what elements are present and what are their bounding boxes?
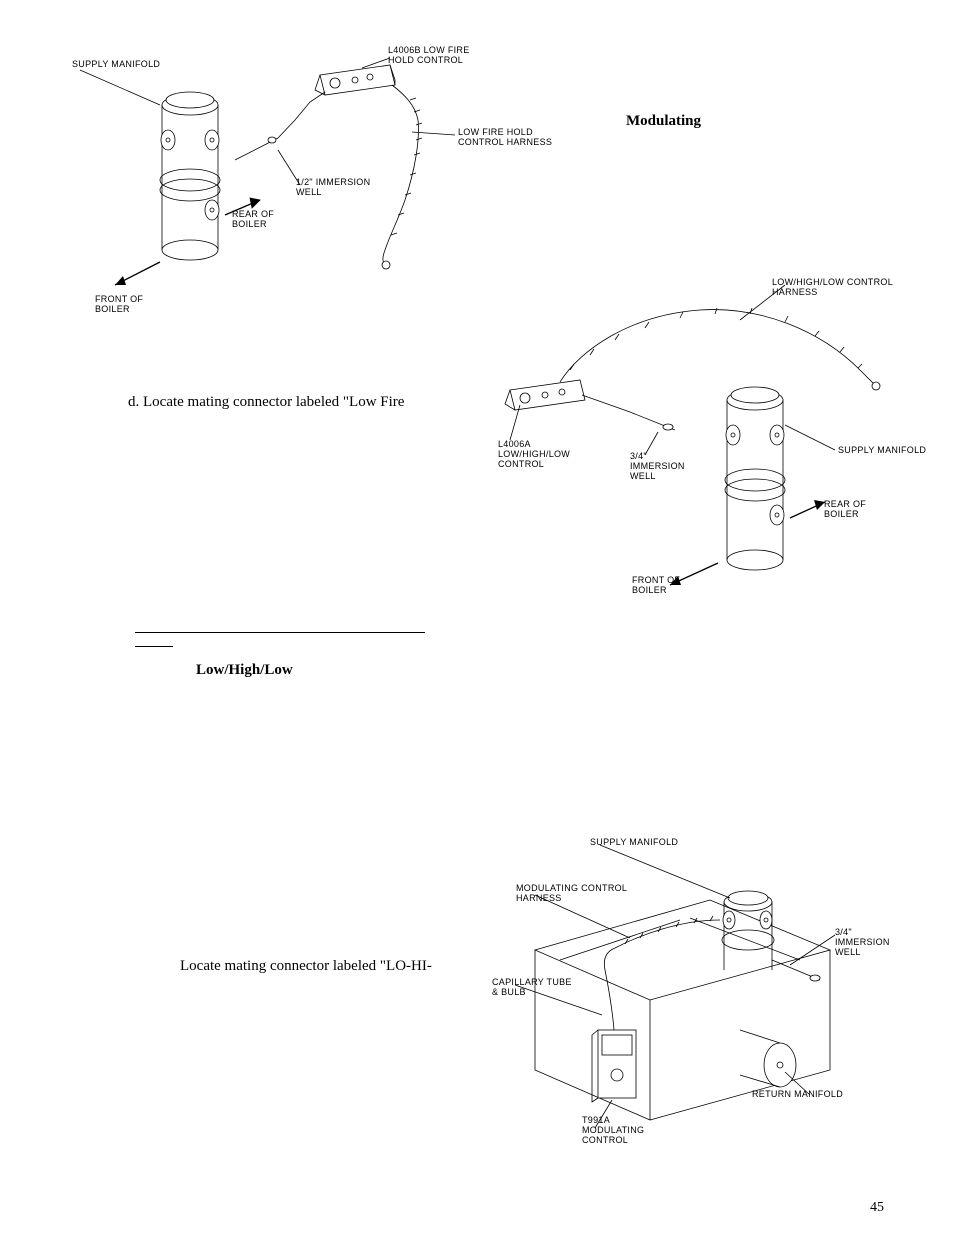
fig32-label-t991a: T991A MODULATING CONTROL bbox=[582, 1116, 644, 1146]
heading-modulating: Modulating bbox=[626, 113, 701, 130]
page-number: 45 bbox=[870, 1200, 884, 1216]
text-lo-hi: Locate mating connector labeled "LO-HI- bbox=[180, 958, 432, 975]
fig31-label-harness: LOW/HIGH/LOW CONTROL HARNESS bbox=[772, 278, 893, 298]
divider-1 bbox=[135, 632, 425, 633]
fig31-label-front: FRONT OF BOILER bbox=[632, 576, 680, 596]
fig32-label-return: RETURN MANIFOLD bbox=[752, 1090, 843, 1100]
figure-32-svg bbox=[480, 820, 900, 1180]
heading-low-high-low: Low/High/Low bbox=[196, 662, 293, 679]
fig31-label-rear: REAR OF BOILER bbox=[824, 500, 866, 520]
fig32-label-supply: SUPPLY MANIFOLD bbox=[590, 838, 678, 848]
fig30-label-harness: LOW FIRE HOLD CONTROL HARNESS bbox=[458, 128, 552, 148]
fig30-label-well: 1/2" IMMERSION WELL bbox=[296, 178, 370, 198]
fig31-label-well: 3/4" IMMERSION WELL bbox=[630, 452, 685, 482]
fig31-label-l4006a: L4006A LOW/HIGH/LOW CONTROL bbox=[498, 440, 570, 470]
fig32-label-capillary: CAPILLARY TUBE & BULB bbox=[492, 978, 572, 998]
fig32-label-harness: MODULATING CONTROL HARNESS bbox=[516, 884, 627, 904]
page: SUPPLY MANIFOLD L4006B LOW FIRE HOLD CON… bbox=[0, 0, 954, 1235]
fig30-label-rear: REAR OF BOILER bbox=[232, 210, 274, 230]
fig32-label-well: 3/4" IMMERSION WELL bbox=[835, 928, 890, 958]
fig30-label-l4006b: L4006B LOW FIRE HOLD CONTROL bbox=[388, 46, 470, 66]
fig30-label-supply-manifold: SUPPLY MANIFOLD bbox=[72, 60, 160, 70]
fig30-label-front: FRONT OF BOILER bbox=[95, 295, 143, 315]
text-section-d: d. Locate mating connector labeled "Low … bbox=[128, 394, 404, 411]
fig31-label-supply: SUPPLY MANIFOLD bbox=[838, 446, 926, 456]
divider-2 bbox=[135, 646, 173, 647]
